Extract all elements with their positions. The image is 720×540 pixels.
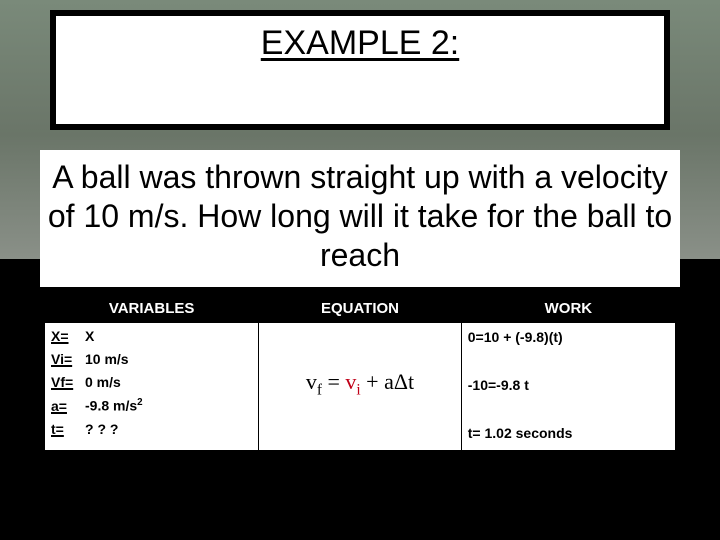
problem-statement: A ball was thrown straight up with a vel… [40,150,680,287]
eq-t: t [408,369,414,394]
eq-vf-sym: v [306,369,317,394]
eq-equals: = [322,369,345,394]
var-a-value-num: -9.8 m/s [85,398,137,414]
var-t-label: t= [51,421,77,437]
eq-vi: vi [345,369,360,394]
eq-delta: Δ [394,369,408,394]
eq-vf: vf [306,369,322,394]
eq-a: a [384,369,394,394]
variables-cell: X= X Vi= 10 m/s Vf= 0 m/s a= -9.8 m [44,323,259,452]
var-vi-label: Vi= [51,351,77,367]
var-x-label: X= [51,328,77,344]
header-variables: VARIABLES [44,294,259,323]
solution-table: VARIABLES EQUATION WORK X= X Vi= 10 m/s [42,292,678,453]
title-box: EXAMPLE 2: [50,10,670,130]
var-t-value: ? ? ? [85,421,118,437]
var-vf: Vf= 0 m/s [51,374,252,390]
work-step-2: -10=-9.8 t [468,377,669,393]
work-cell: 0=10 + (-9.8)(t) -10=-9.8 t t= 1.02 seco… [461,323,676,452]
var-vi: Vi= 10 m/s [51,351,252,367]
var-vf-label: Vf= [51,374,77,390]
var-a-exp: 2 [137,397,142,408]
header-work: WORK [461,294,676,323]
equation-cell: vf = vi + aΔt [259,323,462,452]
table-header-row: VARIABLES EQUATION WORK [44,294,677,323]
var-x: X= X [51,328,252,344]
slide-title: EXAMPLE 2: [261,24,459,63]
var-vf-value: 0 m/s [85,374,121,390]
work-step-3: t= 1.02 seconds [468,425,669,441]
var-a-value: -9.8 m/s2 [85,397,143,414]
var-a-label: a= [51,398,77,414]
var-a: a= -9.8 m/s2 [51,397,252,414]
work-step-1: 0=10 + (-9.8)(t) [468,329,669,345]
var-vi-value: 10 m/s [85,351,129,367]
var-x-value: X [85,328,94,344]
table-body-row: X= X Vi= 10 m/s Vf= 0 m/s a= -9.8 m [44,323,677,452]
header-equation: EQUATION [259,294,462,323]
eq-plus: + [361,369,384,394]
eq-vi-sym: v [345,369,356,394]
kinematics-table: VARIABLES EQUATION WORK X= X Vi= 10 m/s [42,292,678,453]
var-t: t= ? ? ? [51,421,252,437]
